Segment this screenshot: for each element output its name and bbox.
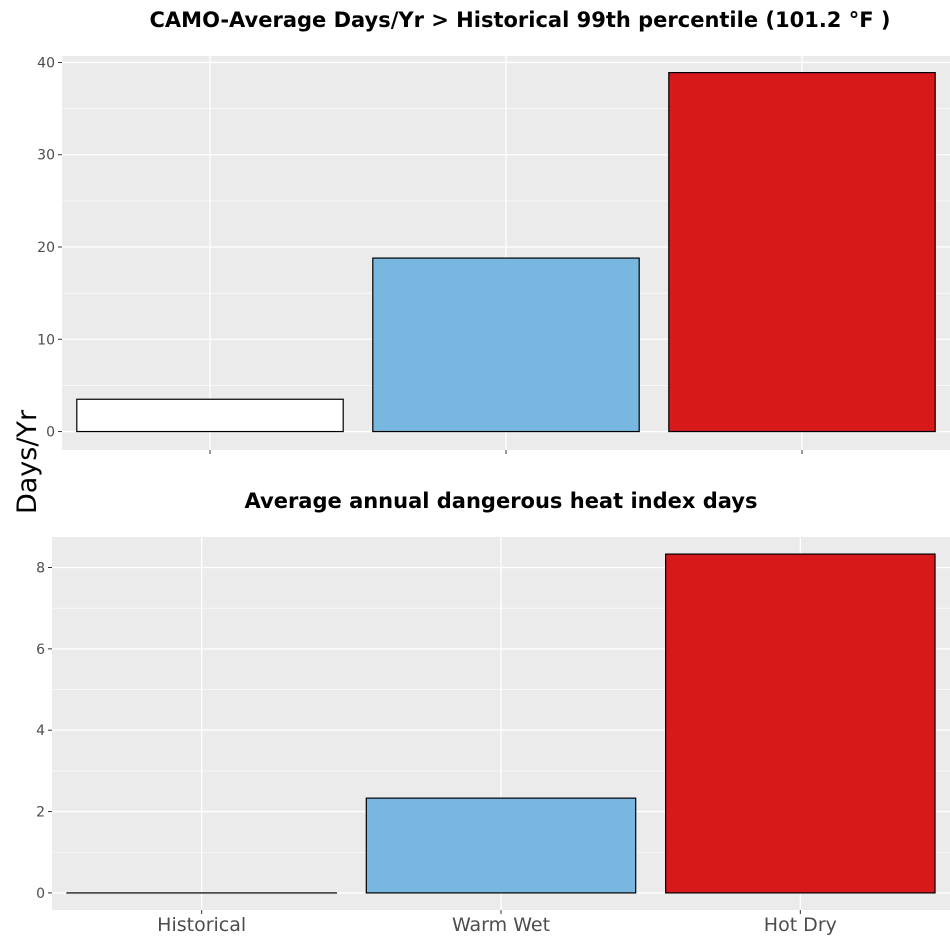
bottom-bar-hot-dry — [665, 553, 936, 894]
bottom-chart: Average annual dangerous heat index days… — [36, 489, 950, 936]
bottom-x-tick-label: Historical — [157, 914, 246, 936]
bottom-x-tick-label: Hot Dry — [764, 914, 837, 936]
bottom-y-tick-label: 8 — [36, 561, 45, 577]
bottom-chart-panel: 0 2 4 6 8 Historical Warm Wet Hot Dry — [36, 537, 950, 936]
top-y-tick-label: 40 — [37, 55, 55, 71]
y-axis-label: Days/Yr — [12, 409, 43, 514]
top-bar-warm-wet — [372, 257, 640, 433]
top-bar-hot-dry — [668, 72, 936, 433]
top-y-tick-label: 0 — [46, 425, 55, 441]
top-y-tick-label: 10 — [37, 332, 55, 348]
bottom-y-tick-label: 6 — [36, 642, 45, 658]
top-chart-title: CAMO-Average Days/Yr > Historical 99th p… — [150, 8, 891, 32]
top-bar-historical — [76, 398, 344, 433]
top-y-tick-label: 20 — [37, 240, 55, 256]
bottom-x-tick-label: Warm Wet — [452, 914, 550, 936]
top-y-tick-label: 30 — [37, 148, 55, 164]
top-chart: CAMO-Average Days/Yr > Historical 99th p… — [37, 8, 950, 454]
bottom-y-tick-label: 2 — [36, 805, 45, 821]
bottom-chart-title: Average annual dangerous heat index days — [245, 489, 758, 513]
bottom-y-tick-label: 0 — [36, 886, 45, 902]
bottom-y-tick-label: 4 — [36, 723, 45, 739]
bottom-bar-warm-wet — [365, 797, 637, 894]
top-chart-panel: 0 10 20 30 40 — [37, 55, 950, 454]
